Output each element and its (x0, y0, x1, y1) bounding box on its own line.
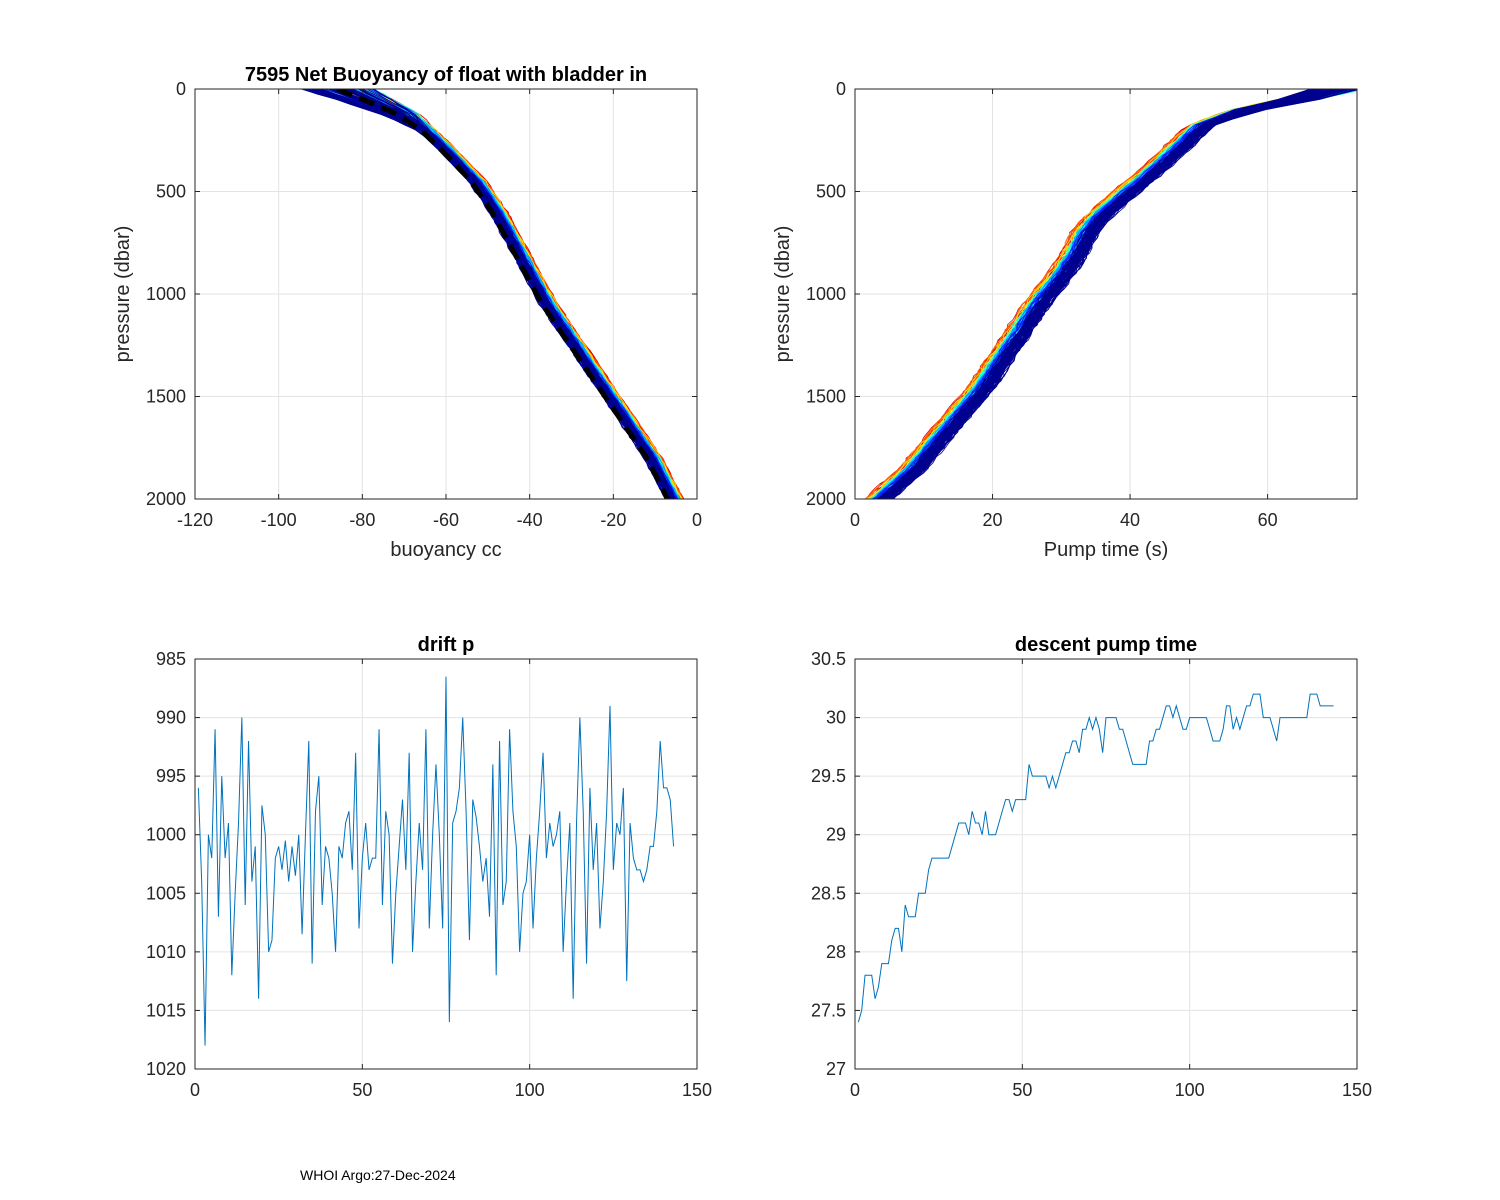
y-tick-label: 30 (826, 708, 846, 728)
x-axis-label: Pump time (s) (1044, 539, 1168, 561)
profile-line (353, 89, 683, 499)
x-axis-label: buoyancy cc (390, 539, 501, 561)
x-tick-label: 20 (983, 510, 1003, 530)
plot-area (300, 89, 685, 499)
axes-frame (194, 658, 698, 1070)
x-tick-label: -100 (261, 510, 297, 530)
y-tick-label: 985 (156, 649, 186, 669)
y-tick-label: 500 (816, 182, 846, 202)
y-tick-label: 1000 (806, 284, 846, 304)
profile-line (881, 89, 1333, 499)
y-tick-label: 29 (826, 825, 846, 845)
y-tick-label: 1000 (146, 284, 186, 304)
axes-frame (854, 658, 1358, 1070)
profile-line (891, 89, 1322, 499)
x-tick-label: -40 (517, 510, 543, 530)
y-tick-label: 1020 (146, 1059, 186, 1079)
x-tick-label: 40 (1120, 510, 1140, 530)
profile-line (882, 89, 1318, 499)
x-tick-label: 60 (1258, 510, 1278, 530)
chart-title: drift p (418, 634, 475, 656)
x-tick-label: 0 (190, 1080, 200, 1100)
profile-line (873, 89, 1315, 499)
series-line (857, 693, 1334, 1023)
axes-drift_p: 0 50 100 150 985 990 995 1000 1005 1010 1015 1020 dr… (146, 634, 712, 1100)
y-tick-label: 1500 (806, 387, 846, 407)
profile-lines (300, 89, 685, 499)
mean-profile-line (336, 89, 670, 499)
profile-line (317, 89, 675, 499)
profile-lines (864, 89, 1357, 499)
chart-title: descent pump time (1015, 634, 1197, 656)
axes-buoyancy: -120 -100 -80 -60 -40 -20 0 0 500 1000 1500 2000 759… (112, 64, 702, 561)
x-tick-label: 0 (850, 510, 860, 530)
y-tick-label: 1000 (146, 825, 186, 845)
x-tick-label: 50 (1012, 1080, 1032, 1100)
y-tick-label: 30.5 (811, 649, 846, 669)
profile-line (882, 89, 1332, 499)
footer-stamp: WHOI Argo:27-Dec-2024 (300, 1167, 456, 1183)
x-tick-label: -120 (177, 510, 213, 530)
x-tick-label: -60 (433, 510, 459, 530)
profile-line (871, 89, 1331, 499)
profile-line (865, 89, 1346, 499)
x-tick-label: 150 (682, 1080, 712, 1100)
x-tick-label: 150 (1342, 1080, 1372, 1100)
y-tick-label: 1015 (146, 1000, 186, 1020)
x-tick-label: 50 (352, 1080, 372, 1100)
plot-area (864, 89, 1357, 499)
profile-line (865, 89, 1317, 499)
profile-line (890, 89, 1352, 499)
y-axis-label: pressure (dbar) (772, 226, 794, 363)
y-axis-label: pressure (dbar) (112, 226, 134, 363)
y-tick-label: 995 (156, 766, 186, 786)
y-tick-label: 500 (156, 182, 186, 202)
x-tick-label: -80 (349, 510, 375, 530)
y-tick-label: 28 (826, 942, 846, 962)
y-tick-label: 1010 (146, 942, 186, 962)
y-tick-label: 0 (176, 79, 186, 99)
axes-pump_profile: 0 20 40 60 0 500 1000 1500 2000 Pump time (s) pres… (772, 79, 1358, 561)
x-tick-label: 100 (515, 1080, 545, 1100)
y-tick-label: 2000 (806, 489, 846, 509)
y-tick-label: 29.5 (811, 766, 846, 786)
y-tick-label: 28.5 (811, 883, 846, 903)
y-tick-label: 0 (836, 79, 846, 99)
y-tick-label: 27 (826, 1059, 846, 1079)
y-tick-label: 1005 (146, 883, 186, 903)
chart-title: 7595 Net Buoyancy of float with bladder … (245, 64, 647, 86)
x-tick-label: 0 (850, 1080, 860, 1100)
x-tick-label: 0 (692, 510, 702, 530)
y-tick-label: 1500 (146, 387, 186, 407)
axes-descent_pump: 0 50 100 150 27 27.5 28 28.5 29 29.5 30 30.5 descent… (811, 634, 1372, 1100)
y-tick-label: 2000 (146, 489, 186, 509)
profile-line (888, 89, 1325, 499)
plot-area (857, 693, 1334, 1023)
y-tick-label: 990 (156, 708, 186, 728)
x-tick-label: -20 (600, 510, 626, 530)
profile-line (308, 89, 673, 499)
x-tick-label: 100 (1175, 1080, 1205, 1100)
series-line (197, 676, 675, 1046)
plot-area (197, 676, 675, 1046)
y-tick-label: 27.5 (811, 1000, 846, 1020)
